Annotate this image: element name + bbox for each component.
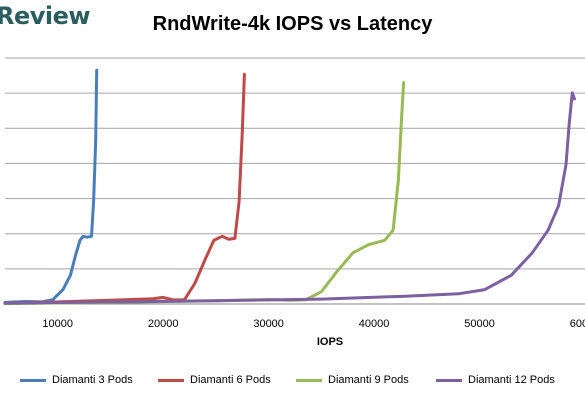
legend-label: Diamanti 12 Pods: [468, 374, 555, 386]
watermark-logo-text: Review: [0, 2, 91, 30]
legend-swatch: [20, 378, 46, 382]
legend-swatch: [158, 378, 184, 382]
legend-item-6-pods: Diamanti 6 Pods: [158, 370, 271, 390]
x-axis-title: IOPS: [316, 336, 344, 348]
legend: Diamanti 3 Pods Diamanti 6 Pods Diamanti…: [0, 370, 585, 390]
series-line-2: [3, 72, 246, 305]
x-tick-label: 40000: [359, 318, 390, 330]
legend-item-3-pods: Diamanti 3 Pods: [20, 370, 133, 390]
legend-label: Diamanti 9 Pods: [328, 374, 409, 386]
legend-swatch: [296, 378, 322, 382]
x-tick-label: 20000: [148, 318, 179, 330]
chart-title: RndWrite-4k IOPS vs Latency: [152, 13, 433, 35]
legend-label: Diamanti 6 Pods: [190, 374, 271, 386]
legend-item-12-pods: Diamanti 12 Pods: [436, 370, 555, 390]
legend-swatch: [436, 378, 462, 382]
x-tick-label: 10000: [42, 318, 73, 330]
x-tick-label: 60000: [570, 318, 585, 330]
x-tick-label: 30000: [253, 318, 284, 330]
legend-item-9-pods: Diamanti 9 Pods: [296, 370, 409, 390]
x-tick-label: 50000: [464, 318, 495, 330]
series-line-4: [3, 91, 576, 305]
legend-label: Diamanti 3 Pods: [52, 374, 133, 386]
series-line-3: [3, 81, 406, 306]
series-line-1: [3, 68, 99, 304]
